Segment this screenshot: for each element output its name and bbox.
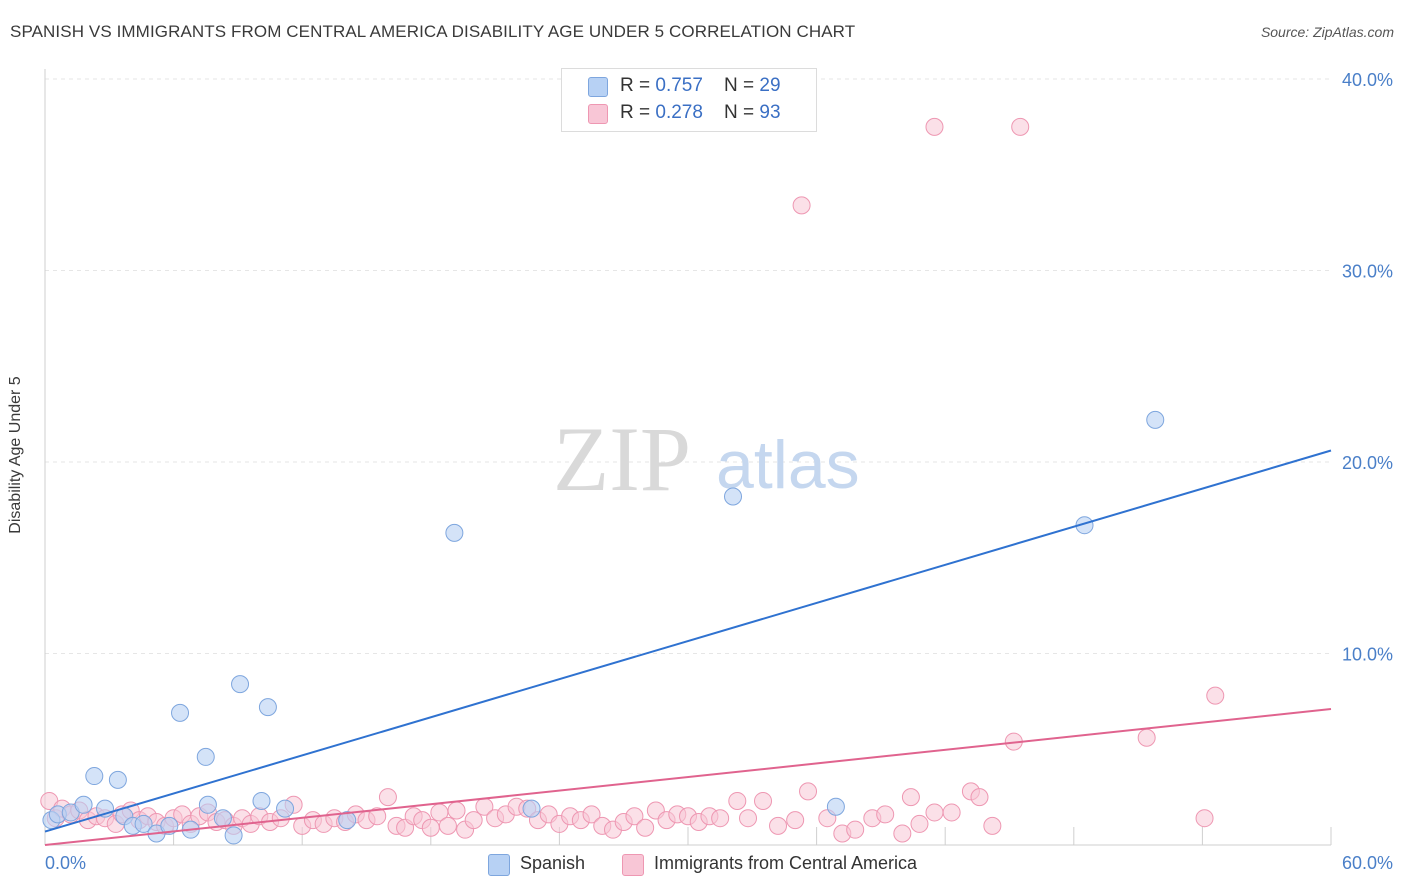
data-point-immigrants xyxy=(368,807,387,826)
legend-n-value: 93 xyxy=(759,102,781,123)
data-point-immigrants xyxy=(925,803,944,822)
data-point-immigrants xyxy=(636,818,655,837)
data-point-immigrants xyxy=(786,811,805,830)
data-point-spanish xyxy=(231,675,250,694)
trend-line-spanish xyxy=(44,449,1332,833)
data-point-immigrants xyxy=(1011,117,1030,136)
chart-source: Source: ZipAtlas.com xyxy=(1260,24,1394,40)
data-point-immigrants xyxy=(893,824,912,843)
data-point-immigrants xyxy=(711,809,730,828)
trend-lines xyxy=(44,449,1332,846)
legend-r-label: R = xyxy=(620,102,656,123)
data-point-spanish xyxy=(108,770,127,789)
data-point-spanish xyxy=(196,747,215,766)
data-point-immigrants xyxy=(582,805,601,824)
y-tick-label: 40.0% xyxy=(1342,70,1393,90)
stats-legend: R = 0.757 N = 29 R = 0.278 N = 93 xyxy=(561,68,817,132)
data-point-immigrants xyxy=(942,803,961,822)
x-tick-label: 0.0% xyxy=(45,853,86,873)
data-point-immigrants xyxy=(876,805,895,824)
data-point-immigrants xyxy=(754,791,773,810)
data-point-immigrants xyxy=(901,788,920,807)
data-point-immigrants xyxy=(799,782,818,801)
data-point-spanish xyxy=(74,795,93,814)
data-point-immigrants xyxy=(1137,728,1156,747)
series-spanish-points xyxy=(42,410,1165,845)
data-point-spanish xyxy=(1146,410,1165,429)
legend-r-label: R = xyxy=(620,75,656,96)
data-point-immigrants xyxy=(769,816,788,835)
data-point-spanish xyxy=(445,523,464,542)
legend-n-label: N = xyxy=(724,75,760,96)
data-point-spanish xyxy=(258,698,277,717)
bottom-legend-swatch-immigrants xyxy=(622,854,644,876)
data-point-immigrants xyxy=(438,816,457,835)
legend-swatch-immigrants xyxy=(588,104,608,124)
data-point-spanish xyxy=(522,799,541,818)
data-point-spanish xyxy=(134,814,153,833)
data-point-spanish xyxy=(85,767,104,786)
y-tick-label: 10.0% xyxy=(1342,645,1393,665)
data-point-spanish xyxy=(252,791,271,810)
data-point-spanish xyxy=(198,795,217,814)
tick-labels: 10.0% 20.0% 30.0% 40.0% 0.0% 60.0% xyxy=(45,70,1393,873)
watermark-atlas: atlas xyxy=(716,427,860,503)
data-point-immigrants xyxy=(464,811,483,830)
chart-title: SPANISH VS IMMIGRANTS FROM CENTRAL AMERI… xyxy=(10,22,856,41)
data-point-immigrants xyxy=(421,818,440,837)
trend-line-immigrants xyxy=(44,708,1332,846)
data-point-immigrants xyxy=(739,809,758,828)
legend-r-value: 0.757 xyxy=(655,75,703,96)
legend-swatch-spanish xyxy=(588,77,608,97)
y-axis-label: Disability Age Under 5 xyxy=(7,376,24,534)
bottom-legend-label-spanish: Spanish xyxy=(520,853,586,873)
x-tick-label: 60.0% xyxy=(1342,853,1393,873)
data-point-immigrants xyxy=(1195,809,1214,828)
data-point-spanish xyxy=(826,797,845,816)
data-point-immigrants xyxy=(728,791,747,810)
data-point-immigrants xyxy=(970,788,989,807)
legend-n-value: 29 xyxy=(759,75,781,96)
data-point-spanish xyxy=(338,811,357,830)
bottom-legend-label-immigrants: Immigrants from Central America xyxy=(654,853,918,873)
bottom-legend-swatch-spanish xyxy=(488,854,510,876)
data-point-spanish xyxy=(724,487,743,506)
series-immigrants-points xyxy=(40,117,1225,843)
data-point-immigrants xyxy=(925,117,944,136)
watermark-zip: ZIP xyxy=(553,408,691,510)
data-point-spanish xyxy=(213,809,232,828)
legend-n-label: N = xyxy=(724,102,760,123)
legend-r-value: 0.278 xyxy=(655,102,703,123)
data-point-immigrants xyxy=(1206,686,1225,705)
data-point-spanish xyxy=(276,799,295,818)
data-point-immigrants xyxy=(792,196,811,215)
data-point-immigrants xyxy=(846,820,865,839)
y-tick-label: 30.0% xyxy=(1342,262,1393,282)
data-point-spanish xyxy=(171,703,190,722)
data-point-immigrants xyxy=(625,807,644,826)
grid-lines xyxy=(45,78,1331,654)
y-tick-label: 20.0% xyxy=(1342,453,1393,473)
data-point-immigrants xyxy=(983,816,1002,835)
watermark: ZIP atlas xyxy=(553,408,860,510)
data-point-immigrants xyxy=(910,814,929,833)
data-point-immigrants xyxy=(378,788,397,807)
data-point-immigrants xyxy=(447,801,466,820)
data-point-spanish xyxy=(224,826,243,845)
data-point-spanish xyxy=(160,816,179,835)
